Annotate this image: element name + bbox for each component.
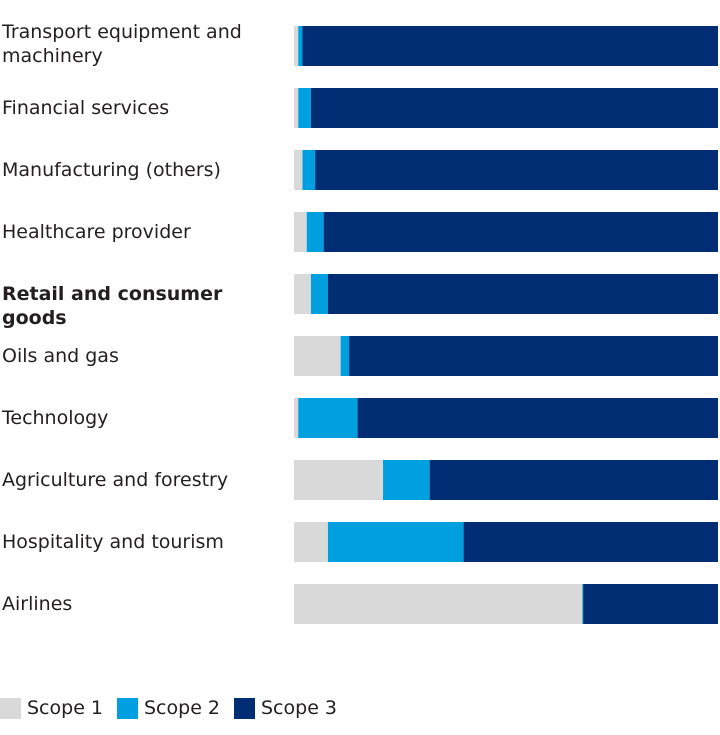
category-label: Agriculture and forestry: [2, 469, 229, 491]
bar-segment-scope-2: [582, 584, 584, 624]
bar-segment-scope-2: [298, 88, 311, 128]
category-label: Hospitality and tourism: [2, 531, 224, 553]
category-label: Retail and consumer goods: [2, 283, 223, 329]
stacked-bar-chart: [294, 26, 718, 624]
bar-segment-scope-3: [429, 460, 718, 500]
bar-segment-scope-3: [357, 398, 718, 438]
legend-label-scope-1: Scope 1: [27, 697, 104, 719]
category-label: Oils and gas: [2, 345, 119, 367]
bar-segment-scope-1: [294, 150, 303, 190]
bar-segment-scope-2: [306, 212, 324, 252]
legend-swatch-scope-3: [234, 697, 255, 719]
legend-swatch-scope-2: [117, 697, 138, 719]
bar-segment-scope-2: [298, 398, 358, 438]
legend-swatch-scope-1: [0, 697, 21, 719]
category-label: Manufacturing (others): [2, 159, 221, 181]
bar-segment-scope-1: [294, 398, 299, 438]
bar-segment-scope-1: [294, 26, 299, 66]
bar-segment-scope-1: [294, 336, 341, 376]
category-label: Financial services: [2, 97, 170, 119]
category-label: Transport equipment and machinery: [2, 21, 242, 67]
bar-segment-scope-2: [327, 522, 464, 562]
bar-segment-scope-1: [294, 460, 384, 500]
bar-segment-scope-3: [349, 336, 718, 376]
bar-segment-scope-1: [294, 212, 307, 252]
bar-segment-scope-2: [383, 460, 430, 500]
bar-segment-scope-1: [294, 522, 328, 562]
bar-segment-scope-3: [463, 522, 718, 562]
bar-segment-scope-3: [323, 212, 718, 252]
bar-segment-scope-3: [302, 26, 718, 66]
bar-segment-scope-1: [294, 88, 299, 128]
legend-label-scope-2: Scope 2: [144, 697, 221, 719]
bar-segment-scope-2: [310, 274, 328, 314]
category-label: Technology: [2, 407, 109, 429]
bar-segment-scope-2: [302, 150, 316, 190]
bar-segment-scope-3: [315, 150, 718, 190]
bar-segment-scope-1: [294, 584, 583, 624]
bar-segment-scope-3: [327, 274, 718, 314]
bar-segment-scope-2: [340, 336, 350, 376]
category-label: Healthcare provider: [2, 221, 191, 243]
category-label: Airlines: [2, 593, 73, 615]
legend-item-scope-1: Scope 1: [0, 697, 103, 719]
bar-segment-scope-1: [294, 274, 311, 314]
bar-segment-scope-3: [310, 88, 718, 128]
legend-label-scope-3: Scope 3: [261, 697, 338, 719]
bar-segment-scope-2: [298, 26, 303, 66]
bar-segment-scope-3: [583, 584, 718, 624]
legend-item-scope-3: Scope 3: [234, 697, 337, 719]
legend-item-scope-2: Scope 2: [117, 697, 220, 719]
